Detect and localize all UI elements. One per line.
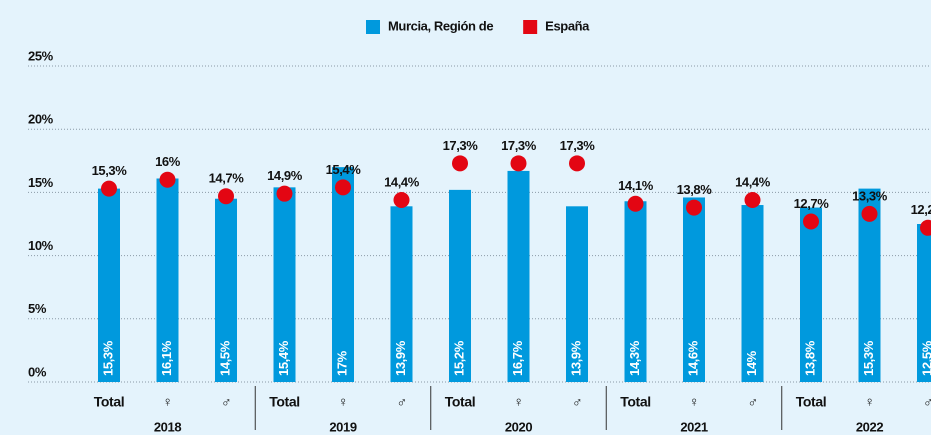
dot-value-label: 16% [155, 154, 181, 169]
bar-value-label: 14,3% [627, 340, 642, 376]
year-label: 2018 [154, 419, 181, 434]
bar [741, 205, 764, 382]
dot-value-label: 14,1% [618, 178, 654, 193]
legend-swatch [366, 20, 380, 34]
dot-value-label: 13,3% [852, 188, 888, 203]
bar-value-label: 14,6% [685, 340, 700, 376]
dot-value-label: 17,3% [443, 138, 479, 153]
dot [218, 188, 234, 205]
x-tick-label: Total [94, 394, 124, 410]
dot [510, 155, 527, 172]
y-tick-label: 10% [28, 238, 54, 253]
dot [335, 179, 351, 196]
y-tick-label: 20% [28, 112, 54, 127]
bar-value-label: 13,9% [393, 340, 408, 376]
bar [332, 167, 354, 382]
dot-value-label: 17,3% [501, 138, 537, 153]
dot [861, 205, 878, 222]
dot [744, 191, 761, 208]
y-tick-label: 25% [28, 48, 54, 63]
dot-value-label: 14,4% [735, 174, 771, 189]
bar [390, 206, 413, 382]
dot-value-label: 15,3% [92, 163, 128, 178]
bar-value-label: 14% [744, 350, 759, 376]
bar [507, 170, 530, 382]
x-tick-label: ♂ [396, 394, 406, 410]
x-tick-label: ♀ [864, 394, 874, 410]
dot-value-label: 17,3% [560, 138, 596, 153]
dot-value-label: 12,7% [794, 196, 830, 211]
dot [686, 199, 702, 216]
dot [569, 155, 585, 172]
dot [452, 155, 468, 172]
x-tick-label: ♀ [162, 394, 172, 410]
legend-swatch [523, 20, 538, 34]
y-tick-label: 5% [28, 301, 47, 316]
x-tick-label: ♀ [689, 394, 699, 410]
dot-value-label: 12,2% [911, 202, 931, 217]
bar-value-label: 14,5% [217, 340, 232, 376]
dot-value-label: 14,9% [267, 168, 303, 183]
y-tick-label: 15% [28, 175, 54, 190]
legend-label: España [545, 18, 590, 33]
y-tick-label: 0% [28, 364, 47, 379]
dot [627, 195, 644, 212]
bar-value-label: 13,8% [802, 340, 817, 376]
dot [159, 171, 176, 188]
x-tick-label: ♀ [338, 394, 348, 410]
x-tick-label: Total [445, 394, 475, 410]
year-label: 2020 [505, 419, 532, 434]
dot-value-label: 14,4% [384, 174, 420, 189]
bar [624, 201, 647, 382]
year-label: 2022 [856, 419, 883, 434]
dot [101, 180, 117, 197]
legend-label: Murcia, Región de [388, 18, 493, 33]
year-label: 2019 [329, 419, 356, 434]
dot [393, 191, 410, 208]
bar [215, 198, 237, 382]
x-tick-label: ♀ [513, 394, 523, 410]
bar-value-label: 16,1% [159, 340, 174, 376]
dot [276, 185, 293, 202]
x-tick-label: Total [269, 394, 299, 410]
bar [800, 207, 822, 382]
bar-value-label: 12,5% [919, 340, 931, 376]
bar-value-label: 15,4% [276, 340, 291, 376]
bar-value-label: 15,3% [861, 340, 876, 376]
bar-value-label: 13,9% [568, 340, 583, 376]
bar-value-label: 15,2% [451, 340, 466, 376]
dot-value-label: 14,7% [209, 171, 245, 186]
bar [449, 189, 471, 382]
bar [683, 197, 705, 382]
x-tick-label: ♂ [221, 394, 231, 410]
bar [98, 188, 120, 382]
bar-value-label: 15,3% [100, 340, 115, 376]
bar-value-label: 16,7% [510, 340, 525, 376]
dot [920, 219, 931, 236]
x-tick-label: ♂ [923, 394, 931, 410]
dot-value-label: 13,8% [677, 182, 713, 197]
x-tick-label: Total [620, 394, 650, 410]
bar [917, 224, 931, 382]
x-tick-label: Total [796, 394, 826, 410]
bar [156, 178, 179, 382]
x-tick-label: ♂ [747, 394, 757, 410]
bar [858, 188, 881, 382]
bar [273, 187, 296, 382]
bar-value-label: 17% [334, 350, 349, 376]
x-tick-label: ♂ [572, 394, 582, 410]
year-label: 2021 [680, 419, 707, 434]
bar [566, 206, 588, 382]
dot-value-label: 15,4% [326, 162, 362, 177]
dot [803, 213, 819, 230]
